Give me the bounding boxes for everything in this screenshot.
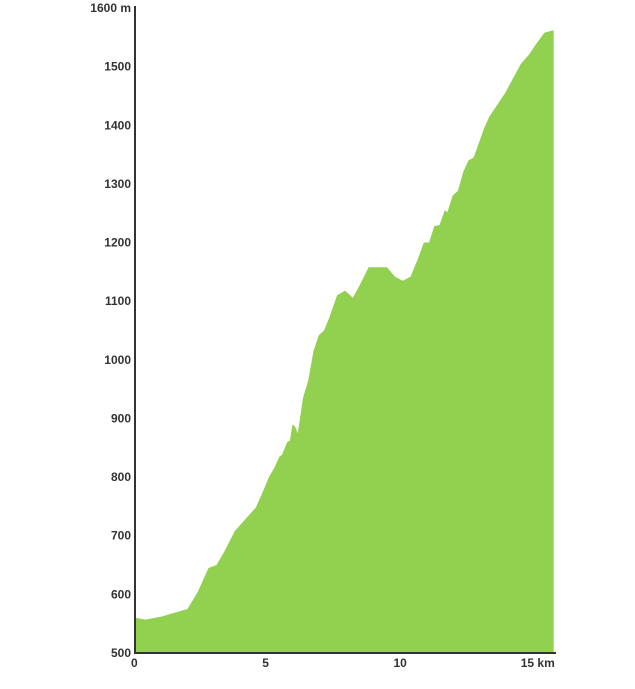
x-tick-label: 0 xyxy=(131,656,138,670)
y-tick-label: 1300 xyxy=(104,177,131,191)
x-tick-label: 5 xyxy=(262,656,269,670)
y-tick-label: 900 xyxy=(111,411,131,425)
x-tick-label: 10 xyxy=(394,656,408,670)
elevation-area-0 xyxy=(135,30,554,654)
y-tick-label: 1100 xyxy=(105,294,131,308)
y-tick-label: 1600 m xyxy=(90,1,131,15)
y-tick-label: 1400 xyxy=(104,118,131,132)
y-tick-label: 600 xyxy=(111,587,131,601)
x-tick-label: 15 km xyxy=(521,656,555,670)
y-tick-label: 1000 xyxy=(104,353,131,367)
y-tick-label: 800 xyxy=(111,470,131,484)
y-tick-label: 500 xyxy=(111,646,131,660)
y-tick-label: 1200 xyxy=(104,236,131,250)
y-tick-label: 1500 xyxy=(104,60,131,74)
y-tick-label: 700 xyxy=(111,529,131,543)
